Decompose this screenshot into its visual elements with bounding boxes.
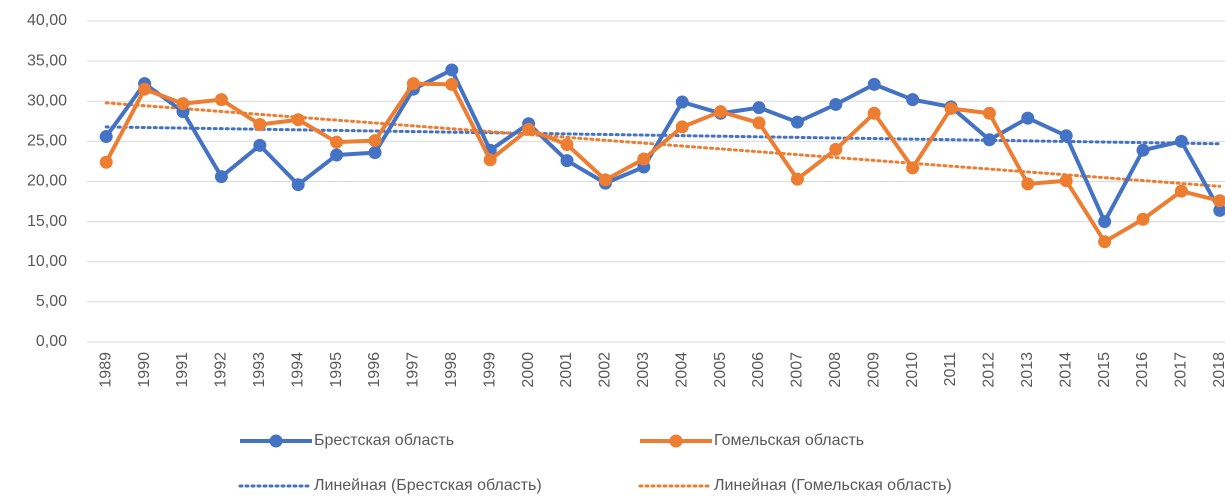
data-point [214,170,228,184]
y-tick-label: 40,00 [27,12,67,29]
data-point [829,97,843,111]
x-tick-label: 1998 [443,352,460,388]
x-tick-label: 1991 [174,352,191,388]
y-tick-label: 25,00 [27,133,67,150]
x-tick-label: 2016 [1134,352,1151,388]
data-point [675,120,689,134]
data-point [1059,129,1073,143]
x-tick-label: 2007 [789,352,806,388]
y-tick-label: 5,00 [36,293,67,310]
data-point [253,118,267,132]
series-line [104,81,1221,244]
x-tick-label: 1997 [405,352,422,388]
data-point [714,105,728,119]
data-point [982,106,996,120]
legend-label: Линейная (Брестская область) [314,477,542,494]
data-point [406,77,420,91]
x-tick-label: 1992 [213,352,230,388]
data-point [1136,212,1150,226]
data-point [291,178,305,192]
data-point [445,77,459,91]
x-tick-label: 2009 [865,352,882,388]
x-tick-label: 2005 [712,352,729,388]
x-tick-label: 2010 [904,352,921,388]
x-tick-label: 2004 [673,352,690,388]
data-point [829,142,843,156]
series-line [104,67,1222,224]
data-point [522,122,536,136]
data-point [99,155,113,169]
data-point [330,148,344,162]
data-point [1021,111,1035,125]
data-point [675,95,689,109]
data-point [1213,203,1225,217]
data-point [176,97,190,111]
data-point [368,146,382,160]
x-tick-label: 2012 [981,352,998,388]
data-point [1136,143,1150,157]
legend-label: Брестская область [314,432,454,449]
y-tick-label: 15,00 [27,213,67,230]
data-point [944,101,958,115]
legend-marker [269,434,283,448]
x-tick-label: 1990 [136,352,153,388]
data-point [1213,194,1225,208]
x-tick-label: 1999 [481,352,498,388]
data-point [906,161,920,175]
y-tick-label: 30,00 [27,92,67,109]
x-tick-label: 1989 [97,352,114,388]
data-point [906,93,920,107]
data-point [291,113,305,127]
x-tick-label: 2003 [635,352,652,388]
data-point [598,173,612,187]
data-point [982,133,996,147]
x-tick-label: 2017 [1173,352,1190,388]
data-point [752,101,766,115]
data-point [752,116,766,130]
data-point [253,138,267,152]
x-tick-label: 2013 [1019,352,1036,388]
y-tick-label: 20,00 [27,173,67,190]
x-tick-label: 2000 [520,352,537,388]
y-tick-label: 10,00 [27,253,67,270]
x-tick-label: 1993 [251,352,268,388]
legend-label: Линейная (Гомельская область) [714,477,952,494]
data-point [790,115,804,129]
data-point [1021,177,1035,191]
legend-label: Гомельская область [714,432,864,449]
data-point [214,93,228,107]
y-tick-label: 0,00 [36,333,67,350]
x-tick-label: 1994 [289,352,306,388]
data-point [790,172,804,186]
data-point [867,77,881,91]
data-point [99,130,113,144]
y-tick-label: 35,00 [27,52,67,69]
x-tick-label: 2001 [558,352,575,388]
data-point [1174,134,1188,148]
data-point [1174,184,1188,198]
x-tick-label: 2011 [942,352,959,387]
data-point [483,153,497,167]
data-point [330,135,344,149]
x-tick-label: 2018 [1211,352,1225,388]
x-tick-label: 1995 [328,352,345,388]
legend-marker [669,434,683,448]
x-tick-label: 2006 [750,352,767,388]
x-tick-label: 2015 [1096,352,1113,388]
data-point [1098,235,1112,249]
x-tick-label: 1996 [366,352,383,388]
data-point [867,106,881,120]
data-point [138,82,152,96]
x-tick-label: 2014 [1057,352,1074,388]
data-point [637,152,651,166]
data-point [1059,174,1073,188]
data-point [368,134,382,148]
x-tick-label: 2008 [827,352,844,388]
data-point [445,63,459,77]
x-tick-label: 2002 [597,352,614,388]
data-point [560,138,574,152]
data-point [560,154,574,168]
data-point [1098,215,1112,229]
